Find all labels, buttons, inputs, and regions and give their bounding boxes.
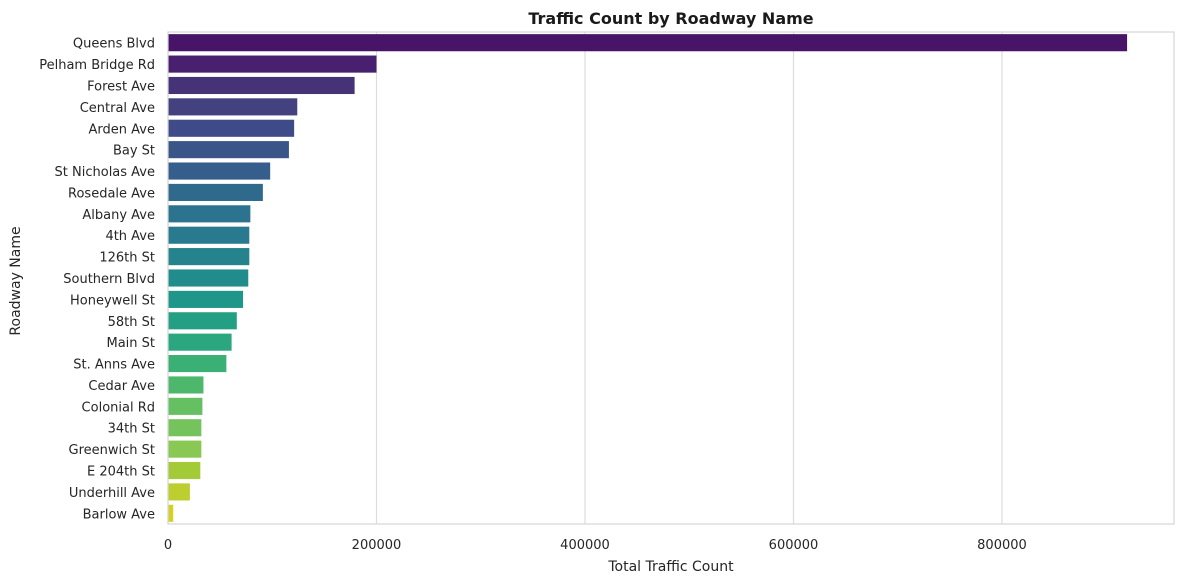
bar [168, 333, 232, 351]
x-tick-label: 0 [164, 538, 172, 553]
y-tick-label: Bay St [113, 144, 155, 159]
y-tick-label: Queens Blvd [73, 37, 155, 52]
bar [168, 290, 244, 308]
y-tick-label: Arden Ave [89, 122, 155, 137]
bar [168, 226, 250, 244]
y-tick-label: E 204th St [87, 465, 155, 480]
y-axis-label: Roadway Name [8, 226, 24, 335]
y-tick-label: 126th St [99, 251, 155, 266]
y-tick-label: Honeywell St [70, 293, 155, 308]
y-tick-label: Colonial Rd [82, 400, 155, 415]
y-tick-label: St Nicholas Ave [55, 165, 155, 180]
bar [168, 483, 190, 501]
bar [168, 355, 227, 373]
y-tick-label: 34th St [108, 422, 155, 437]
y-tick-label: Main St [106, 336, 155, 351]
bar [168, 440, 202, 458]
bar [168, 269, 249, 287]
bar [168, 312, 237, 330]
bar [168, 55, 377, 73]
y-tick-label: Forest Ave [87, 79, 155, 94]
x-axis-label: Total Traffic Count [607, 559, 734, 575]
y-tick-labels: Queens Blvd Pelham Bridge Rd Forest Ave Cen… [39, 37, 155, 523]
bar [168, 376, 204, 394]
bar [168, 205, 251, 223]
y-tick-label: 58th St [108, 315, 155, 330]
bar [168, 141, 289, 159]
y-tick-label: St. Anns Ave [73, 358, 155, 373]
x-tick-label: 600000 [769, 538, 819, 553]
y-tick-label: Rosedale Ave [68, 186, 155, 201]
x-tick-label: 400000 [560, 538, 610, 553]
bars [168, 34, 1128, 522]
bar [168, 461, 201, 480]
bar [168, 76, 355, 95]
bar [168, 34, 1128, 52]
bar [168, 504, 174, 522]
chart-title: Traffic Count by Roadway Name [528, 9, 813, 28]
y-tick-label: Underhill Ave [69, 486, 155, 501]
bar [168, 419, 202, 437]
y-tick-label: 4th Ave [105, 229, 155, 244]
y-tick-label: Greenwich St [69, 443, 155, 458]
plot-frame [167, 31, 1175, 525]
y-tick-label: Pelham Bridge Rd [39, 58, 155, 73]
bar [168, 162, 271, 180]
x-tick-label: 800000 [977, 538, 1027, 553]
y-tick-label: Southern Blvd [63, 272, 155, 287]
y-tick-label: Central Ave [80, 101, 155, 116]
y-tick-label: Cedar Ave [88, 379, 155, 394]
y-tick-label: Barlow Ave [83, 507, 155, 522]
bar [168, 183, 263, 201]
bar [168, 397, 203, 415]
y-tick-label: Albany Ave [82, 208, 155, 223]
x-tick-label: 200000 [352, 538, 402, 553]
bar [168, 98, 298, 116]
bar [168, 248, 250, 266]
x-tick-labels: 0 200000 400000 600000 800000 [164, 538, 1027, 553]
bar [168, 119, 295, 137]
